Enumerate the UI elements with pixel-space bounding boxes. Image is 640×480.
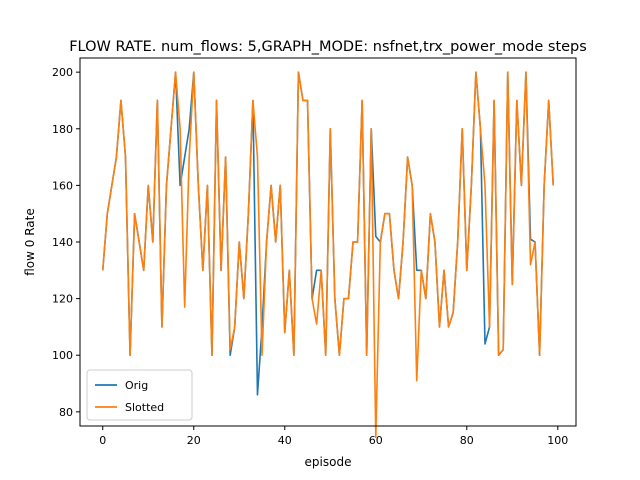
legend: Orig Slotted xyxy=(86,369,193,421)
y-axis-ticks: 80 100 120 140 160 180 200 xyxy=(52,66,80,419)
series-line-slotted xyxy=(101,71,555,439)
x-tick-label: 20 xyxy=(187,434,201,447)
x-tick-label: 40 xyxy=(278,434,292,447)
x-tick-label: 80 xyxy=(460,434,474,447)
y-tick-label: 100 xyxy=(52,349,73,362)
chart-title: FLOW RATE. num_flows: 5,GRAPH_MODE: nsfn… xyxy=(69,39,587,55)
y-tick-label: 160 xyxy=(52,179,73,192)
legend-label: Slotted xyxy=(125,401,164,414)
x-axis-label: episode xyxy=(305,455,352,469)
x-tick-label: 60 xyxy=(369,434,383,447)
y-tick-label: 80 xyxy=(59,406,73,419)
y-tick-label: 120 xyxy=(52,293,73,306)
series-lines xyxy=(101,71,555,439)
x-tick-label: 100 xyxy=(547,434,568,447)
y-axis-label: flow 0 Rate xyxy=(23,208,37,276)
y-tick-label: 180 xyxy=(52,123,73,136)
x-axis-ticks: 0 20 40 60 80 100 xyxy=(99,426,568,447)
x-tick-label: 0 xyxy=(99,434,106,447)
axes-frame xyxy=(79,57,577,427)
legend-label: Orig xyxy=(125,379,148,392)
y-tick-label: 140 xyxy=(52,236,73,249)
y-tick-label: 200 xyxy=(52,66,73,79)
